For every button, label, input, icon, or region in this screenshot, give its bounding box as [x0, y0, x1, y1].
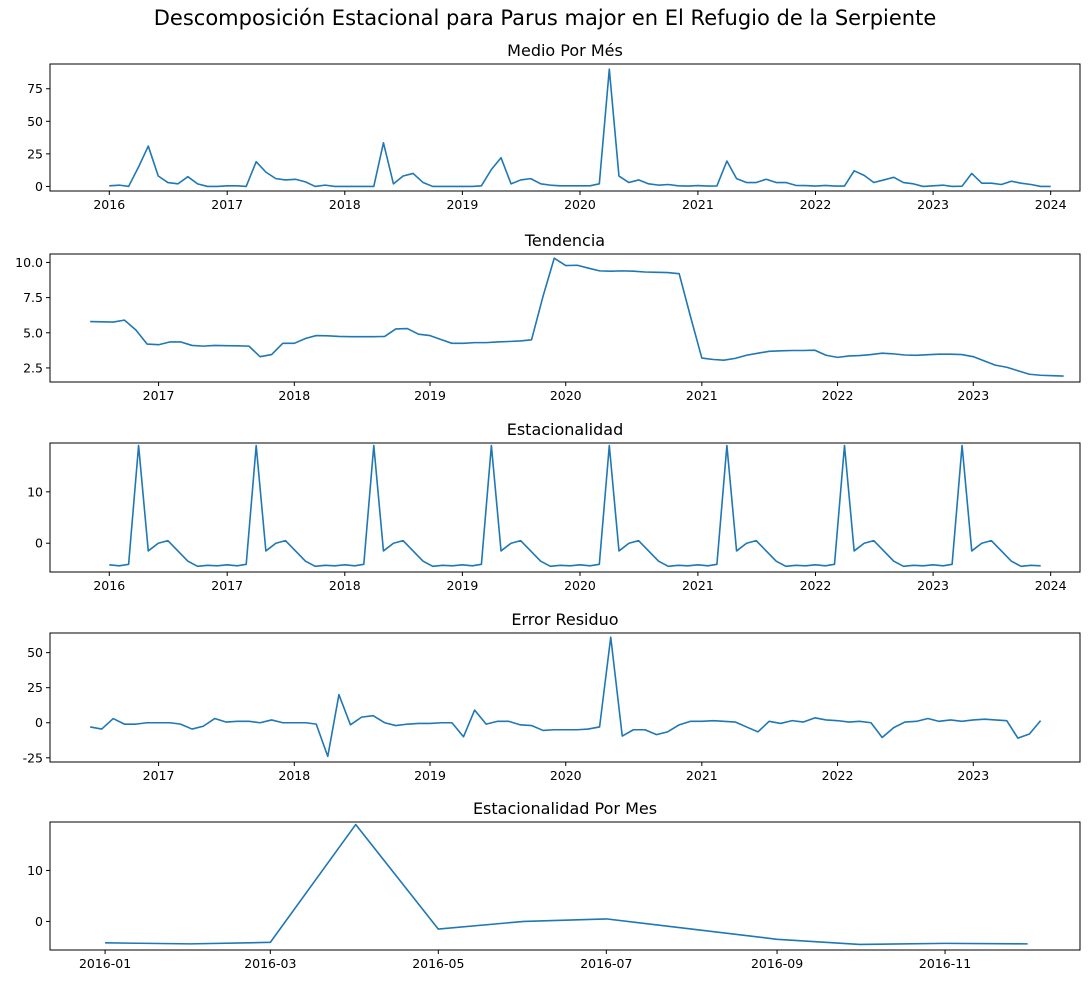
x-tick-label: 2016-11	[919, 956, 971, 971]
x-tick-label: 2020	[564, 197, 596, 212]
x-tick-label: 2016-09	[751, 956, 803, 971]
y-tick-label: 25	[27, 680, 43, 695]
subplot-title-seasonality: Estacionalidad	[507, 420, 624, 439]
subplot-title-residual: Error Residuo	[511, 610, 618, 629]
series-line-residual	[90, 636, 1042, 758]
y-tick-label: 10	[27, 863, 43, 878]
x-tick-label: 2016-03	[244, 956, 296, 971]
y-tick-label: 0	[35, 536, 43, 551]
subplot-seasonality: Estacionalidad 2016 2017 2018 2019 2020 2021 20…	[27, 420, 1081, 593]
subplot-residual: Error Residuo 2017 2018 2019 2020 2021 2022 202…	[23, 610, 1081, 783]
x-tick-label: 2016-05	[412, 956, 464, 971]
x-tick-label: 2018	[329, 578, 361, 593]
x-tick-label: 2018	[278, 768, 310, 783]
x-tick-label: 2022	[822, 388, 854, 403]
x-tick-label: 2020	[550, 388, 582, 403]
x-tick-label: 2020	[550, 768, 582, 783]
x-tick-label: 2022	[800, 578, 832, 593]
x-tick-label: 2022	[800, 197, 832, 212]
x-tick-label: 2017	[143, 388, 175, 403]
x-tick-label: 2017	[211, 578, 243, 593]
series-line-seasonality	[109, 444, 1041, 568]
y-tick-label: 75	[27, 81, 43, 96]
x-tick-label: 2024	[1035, 197, 1067, 212]
subplot-title-monthly-mean: Medio Por Més	[507, 41, 623, 60]
x-tick-label: 2016-07	[580, 956, 632, 971]
subplot-trend: Tendencia 2017 2018 2019 2020 2021 2022 2023 2.5…	[15, 231, 1081, 403]
y-tick-label: 50	[27, 645, 43, 660]
y-tick-label: 5.0	[23, 325, 43, 340]
series-line-trend	[90, 257, 1064, 377]
x-tick-label: 2024	[1035, 578, 1067, 593]
y-tick-label: 25	[27, 146, 43, 161]
y-tick-label: 10	[27, 484, 43, 499]
x-tick-label: 2016	[93, 197, 125, 212]
x-tick-label: 2023	[957, 388, 989, 403]
y-tick-label: 0	[35, 179, 43, 194]
x-tick-label: 2021	[686, 388, 718, 403]
x-tick-label: 2019	[446, 578, 478, 593]
x-tick-label: 2023	[917, 578, 949, 593]
y-tick-label: 50	[27, 114, 43, 129]
x-tick-label: 2022	[822, 768, 854, 783]
x-tick-label: 2017	[211, 197, 243, 212]
axes-frame-residual	[49, 632, 1081, 763]
y-tick-label: 2.5	[23, 360, 43, 375]
figure-title: Descomposición Estacional para Parus maj…	[153, 6, 937, 30]
x-tick-label: 2023	[957, 768, 989, 783]
y-tick-label: 0	[35, 914, 43, 929]
x-tick-label: 2018	[329, 197, 361, 212]
subplot-seasonality-by-month: Estacionalidad Por Mes 2016-01 2016-03 2016…	[27, 799, 1081, 971]
x-tick-label: 2018	[278, 388, 310, 403]
x-tick-label: 2020	[564, 578, 596, 593]
axes-frame-trend	[49, 253, 1081, 383]
x-tick-label: 2021	[686, 768, 718, 783]
series-line-monthly-mean	[109, 68, 1051, 188]
axes-frame-seasonality-by-month	[49, 821, 1081, 951]
x-tick-label: 2021	[682, 197, 714, 212]
x-tick-label: 2016	[93, 578, 125, 593]
x-tick-label: 2023	[917, 197, 949, 212]
x-tick-label: 2016-01	[79, 956, 131, 971]
axes-frame-seasonality	[49, 442, 1081, 573]
y-tick-label: 0	[35, 715, 43, 730]
x-tick-label: 2017	[143, 768, 175, 783]
y-tick-label: 7.5	[23, 290, 43, 305]
subplot-title-trend: Tendencia	[524, 231, 605, 250]
x-tick-label: 2019	[446, 197, 478, 212]
axes-frame-monthly-mean	[49, 63, 1081, 192]
series-line-seasonality-by-month	[105, 823, 1028, 946]
x-tick-label: 2019	[414, 388, 446, 403]
y-tick-label: 10.0	[15, 255, 43, 270]
subplot-monthly-mean: Medio Por Més 2016 2017 2018 2019 2020 2021 202…	[27, 41, 1081, 212]
x-tick-label: 2021	[682, 578, 714, 593]
subplot-title-seasonality-by-month: Estacionalidad Por Mes	[473, 799, 657, 818]
y-tick-label: -25	[23, 750, 43, 765]
x-tick-label: 2019	[414, 768, 446, 783]
